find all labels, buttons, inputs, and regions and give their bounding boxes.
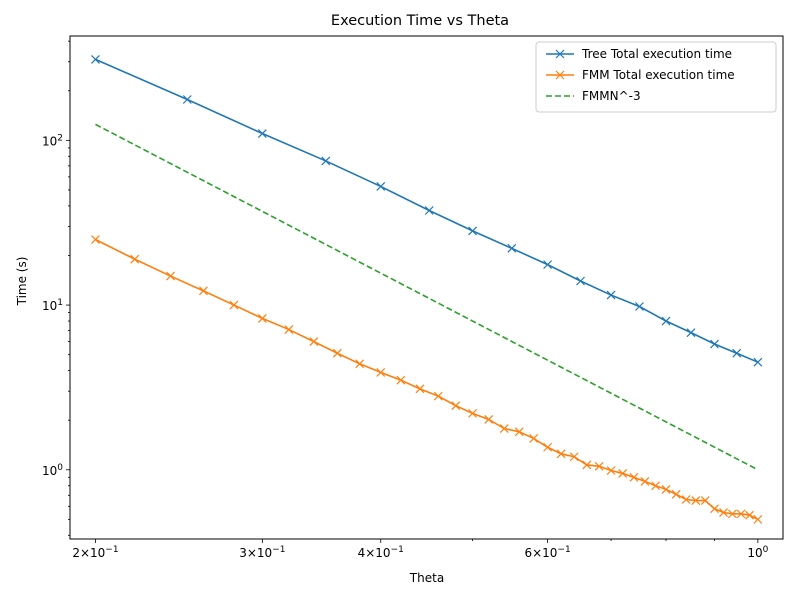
data-point xyxy=(753,357,763,367)
y-tick-label: 101 xyxy=(42,298,63,313)
data-point xyxy=(321,156,331,166)
data-point xyxy=(582,460,592,470)
data-point xyxy=(468,408,478,418)
data-point xyxy=(484,415,494,424)
x-tick-label: 100 xyxy=(747,545,768,560)
data-point xyxy=(732,348,742,358)
data-point xyxy=(355,359,365,369)
x-axis-label: Theta xyxy=(409,571,444,585)
data-point xyxy=(396,375,406,385)
plot-area xyxy=(91,54,763,524)
data-point xyxy=(671,489,681,499)
legend-item: FMMN^-3 xyxy=(546,89,641,103)
data-point xyxy=(257,313,267,323)
legend-marker xyxy=(555,70,565,80)
data-point xyxy=(635,302,644,311)
data-point xyxy=(606,466,616,475)
data-point xyxy=(468,226,478,236)
data-point xyxy=(451,401,461,411)
y-tick-label: 100 xyxy=(42,463,63,478)
data-point xyxy=(661,484,671,494)
data-point xyxy=(529,434,539,443)
chart-title: Execution Time vs Theta xyxy=(331,13,509,29)
x-axis: 2×10−1 3×10−1 4×10−1 6×10−1 100 xyxy=(72,539,769,560)
series-line xyxy=(95,238,759,521)
legend: Tree Total execution time FMM Total execu… xyxy=(535,41,777,113)
legend-item: FMM Total execution time xyxy=(546,68,735,82)
legend-label: Tree Total execution time xyxy=(581,47,732,61)
data-point xyxy=(166,271,175,281)
series-1 xyxy=(91,235,763,524)
data-point xyxy=(182,95,192,104)
y-tick-label: 102 xyxy=(42,133,63,148)
y-axis: 100 101 102 xyxy=(42,40,70,536)
data-point xyxy=(424,206,434,215)
data-point xyxy=(710,504,719,514)
legend-marker xyxy=(555,49,565,59)
data-point xyxy=(543,442,553,452)
data-point xyxy=(686,328,696,338)
legend-label: FMMN^-3 xyxy=(582,89,641,103)
x-tick-label: 4×10−1 xyxy=(358,545,404,560)
data-point xyxy=(499,424,509,433)
data-point xyxy=(433,391,443,401)
data-point xyxy=(229,300,239,310)
data-point xyxy=(629,472,639,482)
data-point xyxy=(681,495,691,504)
data-point xyxy=(376,367,386,377)
data-point xyxy=(745,510,754,520)
data-point xyxy=(569,452,579,462)
series-2 xyxy=(95,123,759,471)
data-point xyxy=(199,286,208,296)
data-point xyxy=(376,182,386,191)
data-point xyxy=(332,348,342,358)
data-point xyxy=(618,469,628,478)
data-point xyxy=(576,276,585,286)
plot-frame xyxy=(69,35,784,540)
data-point xyxy=(309,337,319,347)
data-point xyxy=(130,254,140,264)
legend-label: FMM Total execution time xyxy=(582,68,735,82)
data-point xyxy=(91,54,100,64)
data-point xyxy=(594,461,604,471)
data-point xyxy=(710,339,719,349)
data-point xyxy=(736,509,746,519)
data-point xyxy=(91,235,100,244)
data-point xyxy=(556,449,566,459)
data-point xyxy=(606,290,616,300)
data-point xyxy=(661,316,671,326)
x-tick-label: 3×10−1 xyxy=(239,545,285,560)
data-point xyxy=(514,427,524,437)
legend-item: Tree Total execution time xyxy=(546,47,732,61)
data-point xyxy=(543,260,553,270)
data-point xyxy=(640,476,650,486)
data-point xyxy=(691,496,701,506)
data-point xyxy=(727,509,737,519)
data-point xyxy=(753,514,763,524)
data-point xyxy=(719,508,728,517)
data-point xyxy=(415,384,425,394)
x-tick-label: 2×10−1 xyxy=(72,545,118,560)
x-tick-label: 6×10−1 xyxy=(524,545,570,560)
y-axis-label: Time (s) xyxy=(15,257,29,307)
series-0 xyxy=(91,54,763,367)
data-point xyxy=(700,496,710,506)
series-line xyxy=(95,123,759,471)
data-point xyxy=(507,243,517,253)
legend-box xyxy=(535,41,777,113)
data-point xyxy=(284,325,294,334)
data-point xyxy=(257,129,267,138)
data-point xyxy=(651,481,661,491)
